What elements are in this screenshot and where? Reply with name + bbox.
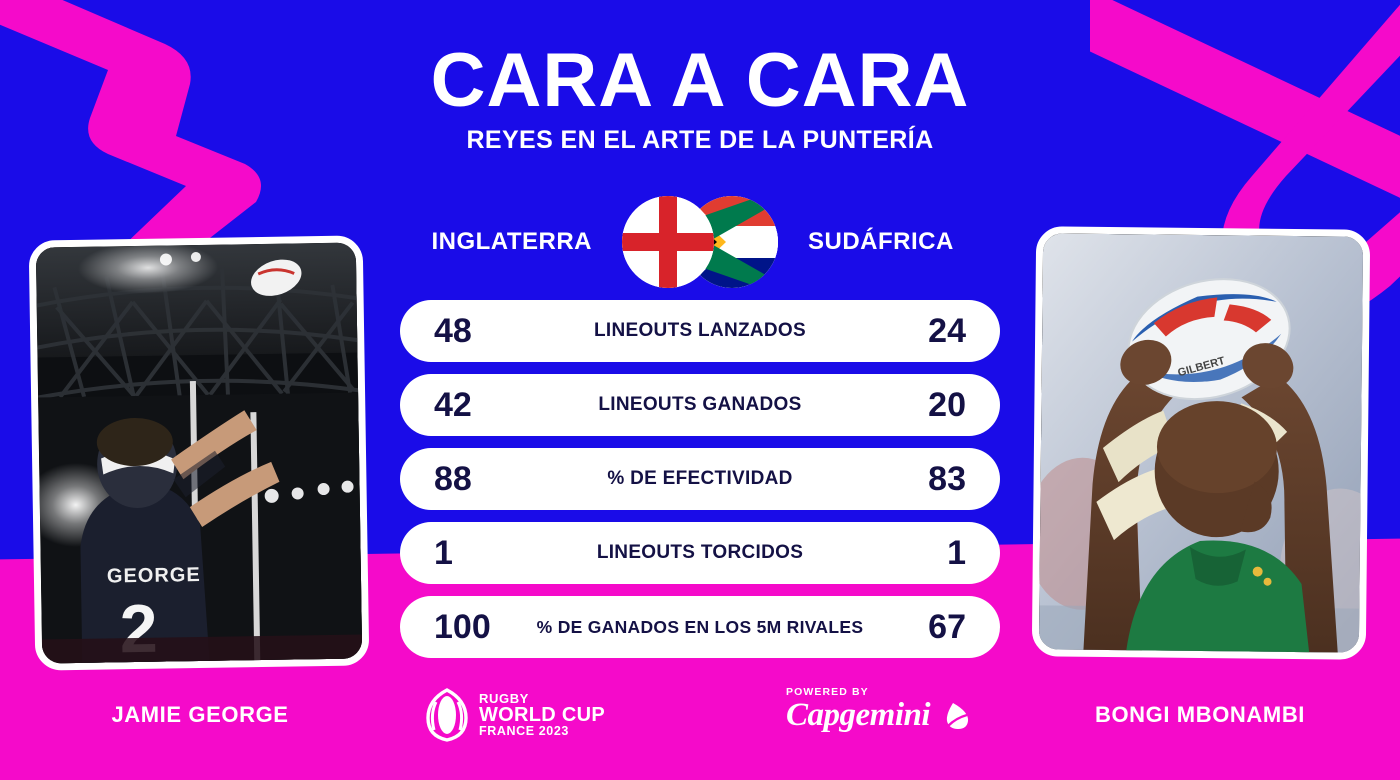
powered-by-label: POWERED BY bbox=[786, 686, 869, 698]
stats-list: 48 LINEOUTS LANZADOS 24 42 LINEOUTS GANA… bbox=[400, 300, 1000, 670]
rwc-logo-text: RUGBY WORLD CUP FRANCE 2023 bbox=[479, 692, 605, 738]
stat-value-left: 100 bbox=[434, 607, 491, 646]
player-name-left: JAMIE GEORGE bbox=[111, 702, 289, 727]
sponsor-name: Capgemini bbox=[786, 697, 931, 733]
player-name-right: BONGI MBONAMBI bbox=[1094, 702, 1306, 727]
stat-value-right: 67 bbox=[928, 607, 966, 646]
stat-value-right: 24 bbox=[928, 311, 966, 350]
stat-label: % DE EFECTIVIDAD bbox=[607, 468, 793, 489]
rwc-line-1: RUGBY bbox=[479, 691, 529, 707]
page-title: CARA A CARA bbox=[430, 38, 970, 123]
player-photo-left: GEORGE 2 bbox=[28, 235, 370, 671]
rwc-line-3: FRANCE 2023 bbox=[479, 724, 569, 739]
stat-label: LINEOUTS LANZADOS bbox=[594, 320, 806, 341]
stat-row: 100 % DE GANADOS EN LOS 5M RIVALES 67 bbox=[400, 596, 1000, 658]
rugby-world-cup-logo: RUGBY WORLD CUP FRANCE 2023 bbox=[424, 688, 605, 742]
stat-value-left: 88 bbox=[434, 459, 472, 498]
england-flag-icon bbox=[622, 196, 714, 288]
stat-label: LINEOUTS TORCIDOS bbox=[596, 542, 804, 563]
svg-text:GEORGE: GEORGE bbox=[107, 564, 201, 587]
stat-value-right: 1 bbox=[947, 533, 966, 572]
stat-value-right: 20 bbox=[928, 385, 966, 424]
header: CARA A CARA REYES EN EL ARTE DE LA PUNTE… bbox=[0, 38, 1400, 155]
page-subtitle: REYES EN EL ARTE DE LA PUNTERÍA bbox=[466, 126, 934, 155]
team-name-right: SUDÁFRICA bbox=[808, 228, 954, 255]
photo-bongi-mbonambi: GILBERT bbox=[1038, 233, 1364, 653]
player-photo-right: GILBERT bbox=[1031, 226, 1371, 660]
stat-value-left: 1 bbox=[434, 533, 453, 572]
sponsor-logo: POWERED BY Capgemini bbox=[786, 686, 970, 732]
stat-value-right: 83 bbox=[928, 459, 966, 498]
stat-value-left: 42 bbox=[434, 385, 472, 424]
stat-row: 48 LINEOUTS LANZADOS 24 bbox=[400, 300, 1000, 362]
stat-row: 42 LINEOUTS GANADOS 20 bbox=[400, 374, 1000, 436]
capgemini-spade-icon bbox=[946, 702, 969, 729]
rugby-ball-trophy-icon bbox=[426, 688, 468, 742]
flags-group bbox=[610, 196, 790, 288]
sponsor-name-row: Capgemini bbox=[786, 699, 970, 732]
stat-row: 1 LINEOUTS TORCIDOS 1 bbox=[400, 522, 1000, 584]
photo-jamie-george: GEORGE 2 bbox=[35, 242, 363, 664]
team-name-left: INGLATERRA bbox=[431, 228, 592, 255]
teams-row: INGLATERRA bbox=[0, 196, 1400, 288]
stat-row: 88 % DE EFECTIVIDAD 83 bbox=[400, 448, 1000, 510]
stat-label: % DE GANADOS EN LOS 5M RIVALES bbox=[536, 616, 864, 637]
rwc-line-2: WORLD CUP bbox=[479, 704, 606, 727]
stat-label: LINEOUTS GANADOS bbox=[598, 394, 802, 415]
stat-value-left: 48 bbox=[434, 311, 472, 350]
